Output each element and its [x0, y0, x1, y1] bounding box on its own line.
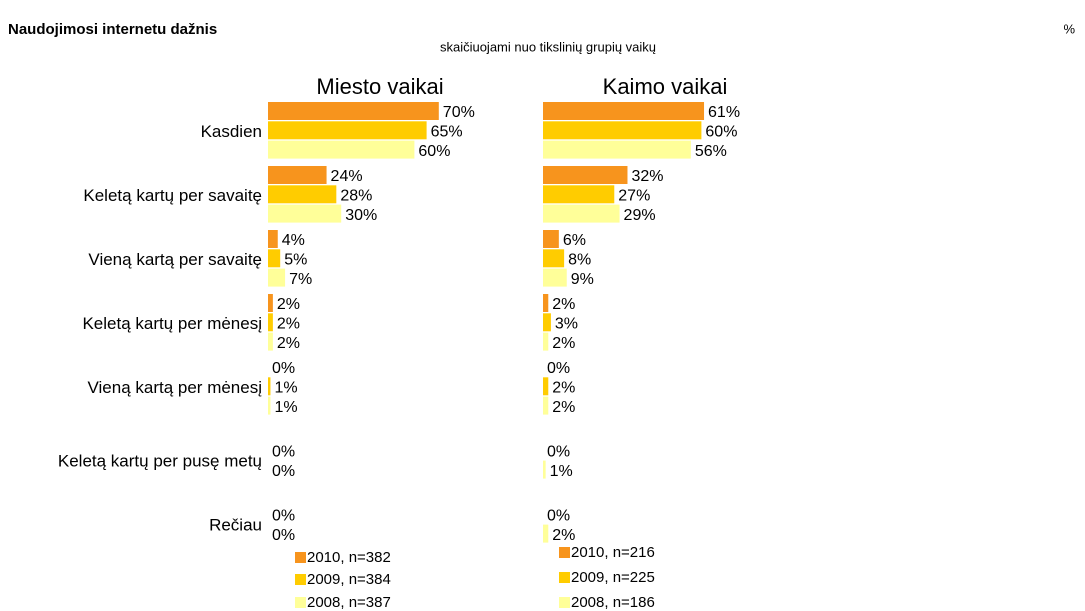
bar	[543, 294, 549, 312]
bar	[268, 230, 278, 248]
bar	[268, 396, 271, 415]
legend-label: 2008, n=186	[571, 594, 655, 611]
panel-title: Kaimo vaikai	[603, 74, 728, 99]
bar	[268, 121, 427, 140]
unit-label: %	[1063, 21, 1075, 36]
value-label: 65%	[431, 124, 463, 141]
value-label: 0%	[272, 508, 295, 525]
panel-title: Miesto vaikai	[316, 74, 443, 99]
value-label: 32%	[631, 168, 663, 185]
value-label: 2%	[277, 296, 300, 313]
value-label: 2%	[552, 399, 575, 416]
value-label: 28%	[340, 188, 372, 205]
category-label: Vieną kartą per savaitę	[88, 250, 262, 269]
page-title: Naudojimosi internetu dažnis	[8, 21, 217, 38]
value-label: 2%	[552, 380, 575, 397]
bar	[543, 460, 546, 479]
bar	[543, 121, 702, 140]
bar	[543, 377, 549, 396]
category-label: Keletą kartų per mėnesį	[82, 314, 262, 333]
value-label: 60%	[418, 143, 450, 160]
bar	[268, 102, 439, 120]
bar	[543, 230, 559, 248]
legend-label: 2010, n=216	[571, 544, 655, 561]
legend-label: 2010, n=382	[307, 549, 391, 566]
bar	[543, 249, 565, 268]
bar	[268, 204, 342, 223]
bar	[543, 524, 549, 543]
value-label: 8%	[568, 252, 591, 269]
bar	[268, 377, 271, 396]
bar	[543, 102, 705, 120]
bar	[268, 185, 337, 204]
category-label: Vieną kartą per mėnesį	[87, 378, 262, 397]
bar	[268, 268, 286, 287]
value-label: 1%	[274, 399, 297, 416]
subtitle: skaičiuojami nuo tikslinių grupių vaikų	[440, 39, 656, 54]
value-label: 0%	[272, 444, 295, 461]
bar	[268, 313, 273, 332]
value-label: 56%	[695, 143, 727, 160]
bar	[543, 185, 615, 204]
value-label: 27%	[618, 188, 650, 205]
legend-swatch	[295, 552, 306, 563]
bar	[543, 332, 549, 351]
legend-label: 2009, n=225	[571, 569, 655, 586]
value-label: 9%	[571, 271, 594, 288]
value-label: 2%	[277, 316, 300, 333]
value-label: 3%	[555, 316, 578, 333]
value-label: 7%	[289, 271, 312, 288]
value-label: 70%	[443, 104, 475, 121]
category-label: Keletą kartų per savaitę	[83, 186, 262, 205]
value-label: 0%	[547, 444, 570, 461]
value-label: 1%	[550, 463, 573, 480]
category-label: Kasdien	[201, 122, 262, 141]
bar	[268, 294, 273, 312]
value-label: 4%	[282, 232, 305, 249]
value-label: 2%	[277, 335, 300, 352]
bar	[543, 166, 628, 184]
value-label: 24%	[331, 168, 363, 185]
category-label: Keletą kartų per pusę metų	[58, 451, 262, 470]
legend-swatch	[295, 597, 306, 608]
bar	[543, 313, 551, 332]
legend-swatch	[559, 597, 570, 608]
bar	[268, 332, 273, 351]
bar	[543, 396, 549, 415]
value-label: 30%	[345, 207, 377, 224]
bar	[268, 166, 327, 184]
bar	[268, 249, 281, 268]
value-label: 2%	[552, 335, 575, 352]
legend-swatch	[559, 547, 570, 558]
legend-label: 2009, n=384	[307, 571, 391, 588]
value-label: 5%	[284, 252, 307, 269]
value-label: 29%	[624, 207, 656, 224]
value-label: 0%	[272, 360, 295, 377]
bar	[268, 140, 415, 159]
legend-label: 2008, n=387	[307, 594, 391, 611]
value-label: 0%	[272, 527, 295, 544]
category-label: Rečiau	[209, 515, 262, 534]
value-label: 0%	[547, 508, 570, 525]
value-label: 0%	[272, 463, 295, 480]
value-label: 61%	[708, 104, 740, 121]
value-label: 6%	[563, 232, 586, 249]
legend-swatch	[295, 574, 306, 585]
bar	[543, 140, 691, 159]
value-label: 2%	[552, 296, 575, 313]
bar	[543, 204, 620, 223]
value-label: 0%	[547, 360, 570, 377]
value-label: 1%	[274, 380, 297, 397]
legend-swatch	[559, 572, 570, 583]
bar	[543, 268, 567, 287]
value-label: 2%	[552, 527, 575, 544]
value-label: 60%	[705, 124, 737, 141]
